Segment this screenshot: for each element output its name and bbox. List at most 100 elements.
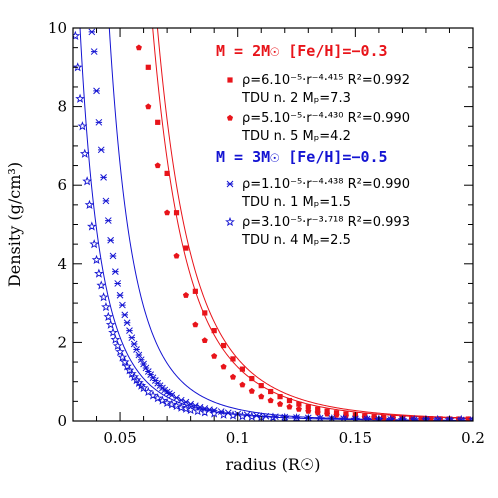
data-point-star5 xyxy=(374,414,384,421)
data-point-star5 xyxy=(79,148,90,158)
data-point-pentagon xyxy=(145,103,152,110)
data-point-square xyxy=(145,64,151,70)
data-point-star5 xyxy=(432,414,443,421)
data-point-star5 xyxy=(157,395,168,405)
data-point-pentagon xyxy=(324,410,331,417)
data-point-star5 xyxy=(228,410,238,420)
data-point-pentagon xyxy=(277,400,284,407)
data-point-star4 xyxy=(102,197,110,205)
data-point-star5 xyxy=(456,414,467,421)
legend-header-2msun: M = 2M☉ [Fe/H]=−0.3 xyxy=(216,42,388,60)
data-point-star5 xyxy=(162,397,172,408)
data-point-star4 xyxy=(95,118,103,126)
legend-tdu5: TDU n. 5 Mₚ=4.2 xyxy=(241,129,351,144)
data-point-pentagon xyxy=(229,373,237,380)
data-point-star4 xyxy=(109,252,117,260)
data-point-star4 xyxy=(116,291,124,299)
data-point-star5 xyxy=(124,365,135,375)
plot-frame xyxy=(72,27,474,422)
y-tick-label: 10 xyxy=(48,19,67,37)
x-tick-label: 0.1 xyxy=(226,429,250,447)
data-point-star4 xyxy=(140,360,147,368)
legend-tdu1: TDU n. 1 Mₚ=1.5 xyxy=(241,195,351,210)
data-point-pentagon xyxy=(164,209,171,216)
data-point-square xyxy=(305,404,311,410)
data-point-square xyxy=(202,310,208,316)
data-point-square xyxy=(239,366,246,372)
data-point-square xyxy=(268,388,274,395)
data-point-star5 xyxy=(209,408,220,418)
data-point-star4 xyxy=(100,173,107,181)
data-point-star4 xyxy=(147,371,155,378)
data-point-star4 xyxy=(121,311,129,319)
data-point-star5 xyxy=(185,404,196,415)
data-point-star5 xyxy=(166,399,177,409)
data-point-square xyxy=(211,328,217,334)
data-point-star4 xyxy=(137,356,145,364)
data-point-star5 xyxy=(171,400,182,411)
data-point-star4 xyxy=(119,301,126,309)
data-point-star5 xyxy=(421,414,431,421)
data-point-pentagon xyxy=(248,387,255,394)
data-point-square xyxy=(277,394,283,400)
legend-fit-tdu2: ρ=6.10⁻⁵·r⁻⁴·⁴¹⁵ R²=0.992 xyxy=(242,73,410,88)
data-point-star5 xyxy=(138,382,149,393)
data-point-star5 xyxy=(73,30,81,40)
data-point-star5 xyxy=(192,406,203,416)
data-point-star4 xyxy=(123,319,131,327)
data-point-star5 xyxy=(86,221,97,231)
data-point-pentagon xyxy=(239,381,246,388)
data-point-star4 xyxy=(114,280,122,287)
legend-symbol-star5 xyxy=(225,216,235,227)
data-point-star4 xyxy=(88,28,96,36)
x-axis-label: radius (R☉) xyxy=(225,455,320,474)
data-point-star4 xyxy=(93,87,100,95)
data-point-star5 xyxy=(362,414,372,421)
data-point-square xyxy=(249,375,255,382)
y-tick-label: 8 xyxy=(57,98,67,116)
data-point-star5 xyxy=(119,356,130,367)
data-point-star5 xyxy=(82,176,92,186)
data-point-star5 xyxy=(152,393,163,403)
data-point-star5 xyxy=(115,346,125,356)
data-point-pentagon xyxy=(182,292,189,298)
data-point-star5 xyxy=(89,239,100,249)
data-point-star4 xyxy=(97,146,105,154)
legend: M = 2M☉ [Fe/H]=−0.3 ρ=6.10⁻⁵·r⁻⁴·⁴¹⁵ R²=… xyxy=(216,42,410,248)
legend-symbol-square xyxy=(227,77,233,83)
data-point-star5 xyxy=(397,414,408,421)
data-point-square xyxy=(286,397,293,404)
x-tick-label: 0.2 xyxy=(461,429,485,447)
data-point-star4 xyxy=(142,364,150,372)
data-point-star5 xyxy=(385,414,396,421)
data-point-star5 xyxy=(143,386,154,397)
data-point-pentagon xyxy=(211,352,218,359)
data-point-star4 xyxy=(90,48,98,55)
data-point-star5 xyxy=(148,390,158,400)
data-point-square xyxy=(296,401,302,407)
data-point-square xyxy=(192,288,198,294)
data-point-pentagon xyxy=(173,252,180,259)
data-point-star5 xyxy=(103,311,114,321)
legend-marker-pentagon xyxy=(226,114,234,121)
data-point-star5 xyxy=(468,414,473,421)
data-point-pentagon xyxy=(314,409,321,416)
data-point-square xyxy=(258,383,264,389)
data-point-star5 xyxy=(112,340,123,351)
data-point-star4 xyxy=(133,346,140,353)
x-tick-label: 0.05 xyxy=(103,429,136,447)
data-point-star5 xyxy=(291,413,302,421)
data-point-star5 xyxy=(268,412,278,421)
data-point-star5 xyxy=(77,121,88,131)
y-axis-label: Density (g/cm³) xyxy=(5,162,24,287)
data-point-star5 xyxy=(199,407,210,417)
legend-symbol-star4 xyxy=(226,180,234,188)
data-point-star5 xyxy=(101,301,111,312)
data-point-pentagon xyxy=(267,397,274,404)
data-point-pentagon xyxy=(192,321,199,328)
data-point-star5 xyxy=(350,414,361,421)
data-point-star5 xyxy=(122,361,132,371)
data-point-star5 xyxy=(237,411,248,421)
legend-tdu2: TDU n. 2 Mₚ=7.3 xyxy=(241,91,351,106)
data-point-star4 xyxy=(107,236,115,244)
